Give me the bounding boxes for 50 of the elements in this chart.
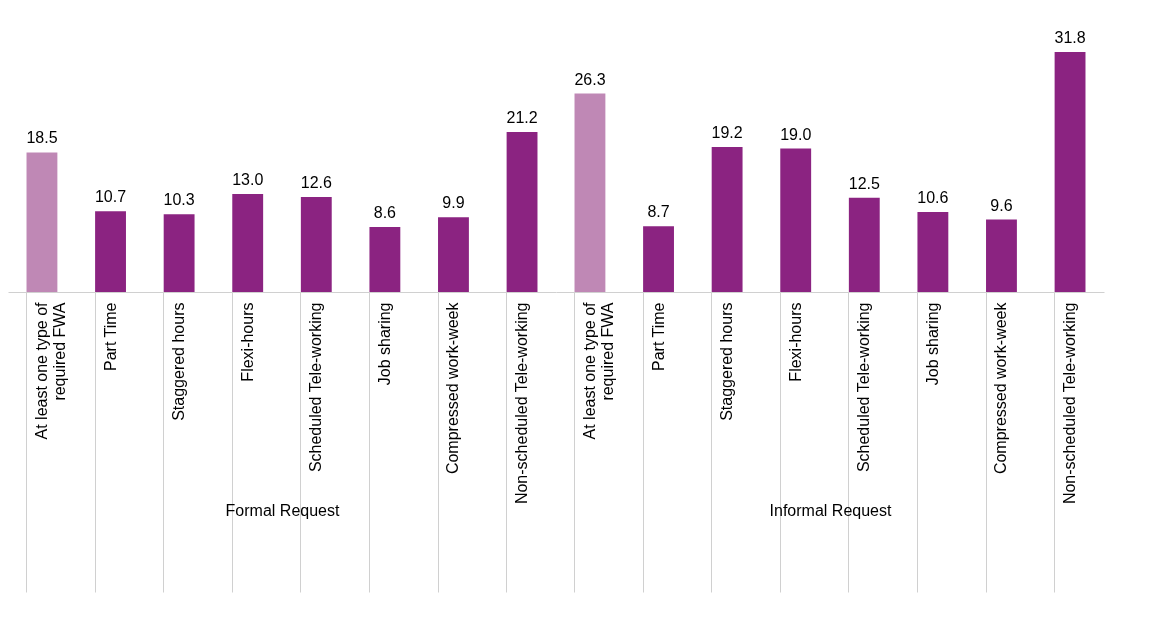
bar	[780, 148, 812, 292]
x-tick-label: Scheduled Tele-working	[855, 302, 873, 473]
x-tick-label: Job sharing	[375, 302, 393, 386]
bar	[711, 147, 743, 292]
x-tick-label: Staggered hours	[170, 302, 188, 421]
data-label: 21.2	[506, 109, 538, 126]
bar	[300, 196, 332, 292]
data-label: 19.0	[780, 125, 812, 143]
bar	[163, 214, 195, 292]
x-tick-label: Part Time	[649, 302, 667, 371]
x-tick-label: At least one type of required FWA	[32, 301, 68, 440]
data-label: 8.6	[373, 204, 397, 222]
bar	[369, 227, 401, 292]
bar	[1054, 52, 1086, 292]
x-tick-label: Flexi-hours	[786, 302, 804, 382]
x-tick-label: Job sharing	[923, 302, 941, 386]
x-tick-label: Non-scheduled Tele-working	[513, 302, 531, 505]
bar	[506, 132, 538, 292]
data-label: 26.3	[574, 70, 606, 88]
data-label: 12.5	[848, 174, 880, 192]
x-tick-label: Compressed work-week	[992, 301, 1010, 475]
data-label: 12.6	[300, 173, 332, 191]
data-label: 31.8	[1054, 29, 1086, 46]
data-label: 10.6	[917, 189, 949, 206]
bar	[986, 219, 1017, 292]
bar	[438, 217, 469, 292]
data-label: 18.5	[26, 129, 58, 147]
bar	[232, 193, 264, 292]
bar	[643, 226, 674, 292]
bar	[917, 212, 949, 292]
bar	[95, 211, 126, 292]
data-label: 9.9	[442, 194, 465, 212]
data-label: 8.7	[647, 203, 670, 221]
x-axis-title: Formal Request	[225, 501, 340, 519]
x-tick-label: Part Time	[101, 302, 119, 371]
bar	[26, 152, 58, 292]
data-label: 10.7	[94, 188, 127, 206]
data-label: 10.3	[163, 191, 195, 209]
data-label: 19.2	[711, 124, 743, 142]
x-tick-label: Non-scheduled Tele-working	[1061, 302, 1079, 505]
x-tick-label: Staggered hours	[718, 302, 736, 421]
data-label: 9.6	[990, 196, 1013, 214]
x-tick-label: Flexi-hours	[238, 302, 256, 382]
bar	[574, 93, 606, 292]
bar	[848, 197, 880, 292]
x-axis-title: Informal Request	[769, 501, 892, 519]
x-tick-label: At least one type of required FWA	[580, 301, 616, 440]
x-tick-label: Compressed work-week	[444, 301, 462, 475]
x-tick-label: Scheduled Tele-working	[307, 302, 325, 473]
data-label: 13.0	[232, 170, 264, 188]
